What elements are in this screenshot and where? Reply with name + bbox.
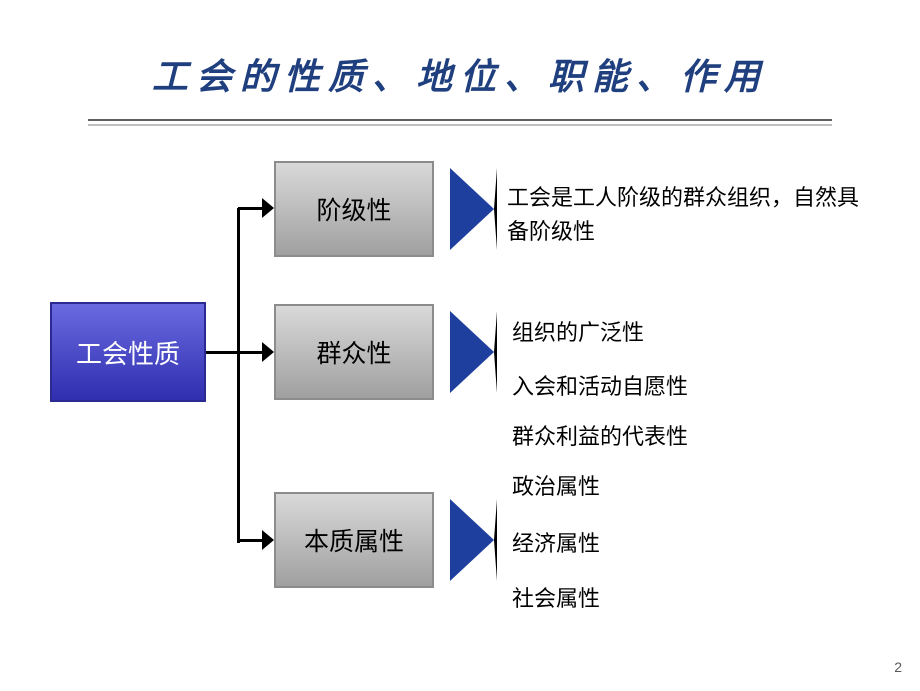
connector-hline (206, 351, 238, 354)
slide-title: 工会的性质、地位、职能、作用 (0, 48, 920, 100)
connector-arrowhead (262, 342, 274, 362)
description-text: 组织的广泛性 (512, 316, 872, 350)
child-node-label: 本质属性 (304, 522, 404, 558)
arrow-right-icon (450, 311, 497, 393)
child-node-label: 群众性 (316, 334, 391, 370)
connector-hline (238, 539, 262, 542)
title-underline-light (88, 124, 832, 126)
title-underline-dark (88, 119, 832, 121)
connector-arrowhead (262, 198, 274, 218)
description-text: 群众利益的代表性 (512, 420, 872, 454)
description-text: 工会是工人阶级的群众组织，自然具备阶级性 (507, 181, 867, 249)
description-text: 经济属性 (512, 527, 872, 561)
description-text: 社会属性 (512, 582, 872, 616)
root-node: 工会性质 (50, 302, 206, 402)
child-node-label: 阶级性 (316, 191, 391, 227)
connector-hline (238, 351, 262, 354)
page-number: 2 (894, 659, 902, 675)
description-text: 政治属性 (512, 470, 872, 504)
child-node: 阶级性 (274, 161, 434, 257)
arrow-right-icon (450, 168, 497, 250)
root-node-label: 工会性质 (76, 334, 180, 371)
connector-vline (237, 208, 240, 543)
child-node: 本质属性 (274, 492, 434, 588)
connector-hline (238, 207, 262, 210)
description-text: 入会和活动自愿性 (512, 370, 872, 404)
connector-arrowhead (262, 530, 274, 550)
child-node: 群众性 (274, 304, 434, 400)
arrow-right-icon (450, 499, 497, 581)
